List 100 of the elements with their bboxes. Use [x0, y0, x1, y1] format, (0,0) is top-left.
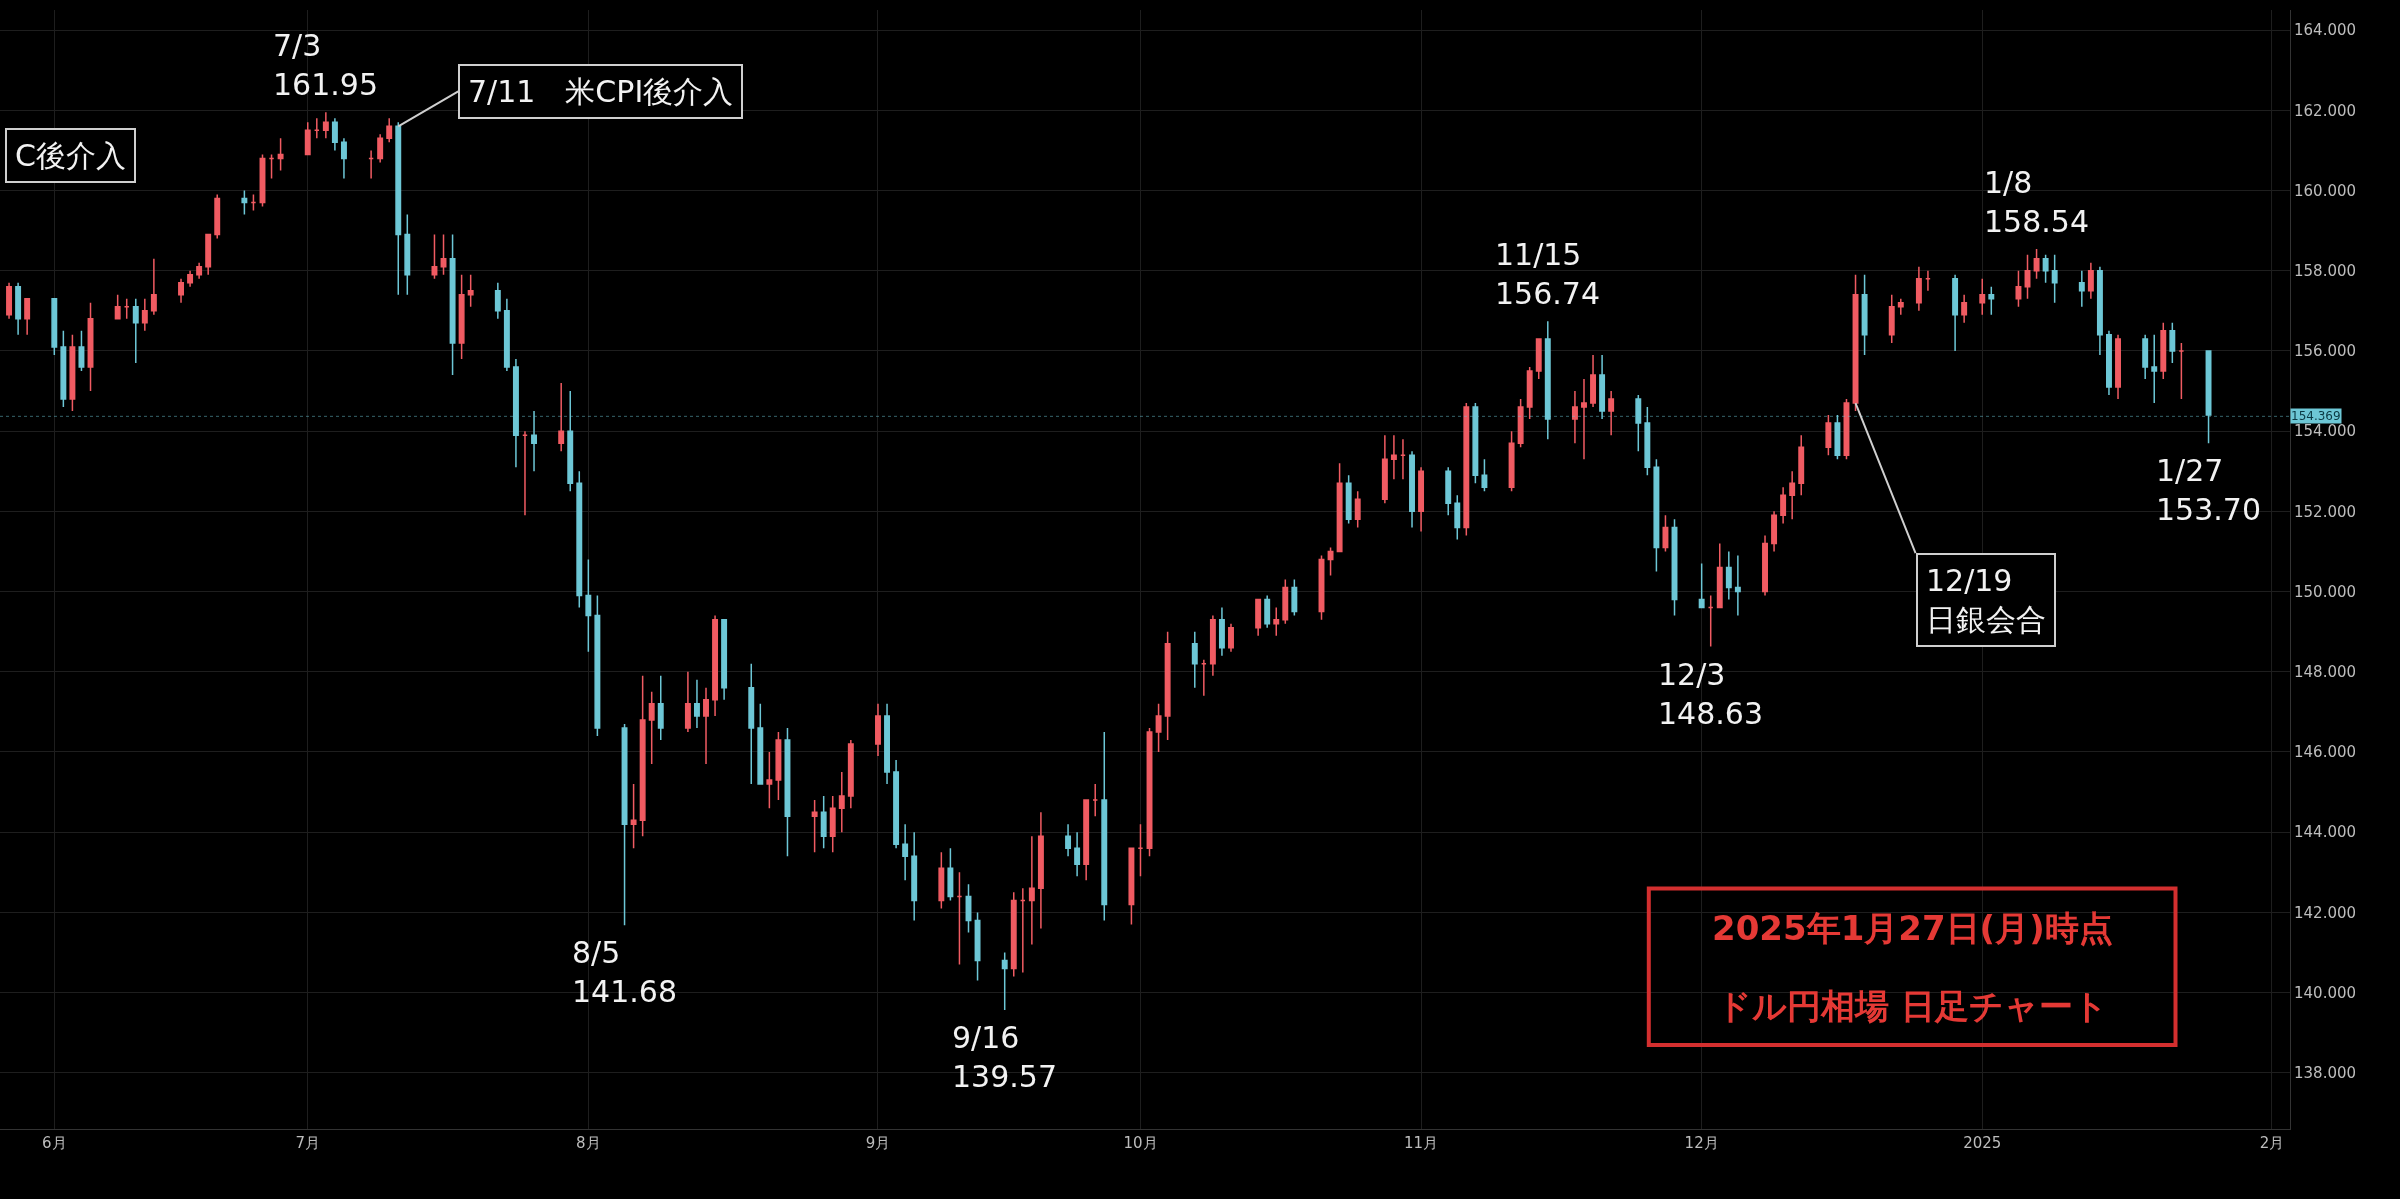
candlestick [911, 831, 918, 922]
candlestick [1590, 354, 1597, 408]
candlestick [114, 294, 121, 320]
candlestick [1897, 298, 1904, 316]
candlestick [1164, 630, 1171, 741]
candlestick [386, 117, 393, 144]
candlestick [1209, 614, 1216, 677]
candlestick [395, 121, 402, 296]
candlestick [703, 687, 709, 765]
candlestick [974, 911, 981, 982]
candlestick [467, 273, 474, 308]
candlestick [1734, 554, 1741, 617]
candlestick [1454, 494, 1461, 541]
candlestick [1028, 835, 1035, 946]
candlestick [1291, 578, 1298, 617]
candlestick [2033, 248, 2040, 280]
candlestick [1915, 265, 1922, 312]
candlestick [1445, 466, 1452, 517]
candlestick [241, 189, 248, 216]
candlestick [1228, 622, 1234, 653]
candlestick [721, 618, 728, 701]
y-tick-label: 138.000 [2294, 1064, 2357, 1083]
candlestick [2078, 269, 2085, 308]
candlestick [512, 358, 519, 468]
candlestick [1599, 354, 1606, 420]
candlestick [1798, 434, 1805, 497]
candlestick [1635, 394, 1642, 452]
candlestick [1074, 831, 1081, 878]
candlestick [331, 117, 338, 152]
candlestick [567, 390, 574, 493]
candlestick [947, 847, 954, 902]
candlestick [531, 410, 537, 472]
candlestick [196, 261, 203, 280]
candlestick [748, 663, 755, 785]
candlestick [1852, 273, 1859, 412]
y-tick-label: 152.000 [2294, 502, 2357, 521]
candlestick [6, 281, 13, 320]
candlestick [1381, 434, 1388, 505]
candlestick [1834, 414, 1841, 460]
candlestick [60, 330, 67, 408]
candlestick [1961, 294, 1968, 324]
candlestick [2042, 253, 2049, 284]
candlestick [2142, 334, 2149, 380]
candlestick [304, 121, 311, 156]
candlestick [1716, 542, 1723, 609]
x-tick-label: 10月 [1123, 1134, 1158, 1152]
candlestick [811, 799, 818, 854]
candlestick [132, 298, 139, 364]
candlestick [757, 703, 764, 785]
candlestick [1354, 490, 1361, 529]
candlestick [1200, 658, 1207, 697]
x-tick-label: 8月 [576, 1134, 601, 1152]
candlestick [1463, 402, 1470, 537]
candlestick [648, 691, 655, 765]
candlestick [2169, 322, 2176, 364]
candlestick [1888, 294, 1895, 344]
candlestick [585, 558, 592, 653]
x-tick-label: 7月 [295, 1134, 321, 1152]
y-tick-label: 164.000 [2294, 21, 2357, 40]
candlestick [594, 594, 601, 737]
candlestick [2178, 342, 2185, 400]
annotation: 12/19 日銀会合 [1926, 563, 2046, 637]
candlestick [1979, 277, 1986, 316]
candlestick [1707, 594, 1714, 648]
candlestick [1264, 594, 1271, 629]
candlestick [838, 771, 845, 833]
candlestick [268, 153, 275, 180]
candlestick [820, 795, 827, 849]
candlestick [187, 269, 194, 288]
x-tick-label: 2月 [2259, 1134, 2285, 1152]
annotation: 7/11 米CPI後介入 [468, 74, 734, 109]
candlestick [2096, 265, 2103, 356]
candlestick [1608, 390, 1615, 436]
candlestick [1861, 273, 1868, 356]
candlestick [1725, 550, 1732, 601]
candlestick [1409, 450, 1415, 529]
candlestick [1101, 731, 1108, 922]
candlestick [1019, 887, 1026, 974]
y-tick-label: 140.000 [2294, 983, 2357, 1002]
annotation: 9/16 139.57 [952, 1020, 1057, 1094]
candlestick [1273, 606, 1280, 637]
candlestick [1481, 458, 1488, 493]
text: ドル円相場 日足チャート [1717, 986, 2108, 1026]
candlestick [205, 233, 212, 276]
candlestick [51, 298, 58, 356]
y-tick-label: 144.000 [2294, 823, 2357, 842]
annotation: 12/3 148.63 [1658, 657, 1763, 731]
candlestick [829, 795, 836, 854]
candlestick [69, 334, 76, 412]
candlestick [558, 382, 565, 452]
candlestick [902, 823, 909, 882]
candlestick [1191, 630, 1198, 689]
candlestick [1001, 951, 1008, 1011]
candlestick [1400, 438, 1406, 481]
candlestick [766, 751, 773, 809]
candlestick [1535, 338, 1542, 380]
candlestick [1390, 434, 1397, 481]
candlestick [178, 277, 184, 304]
candlestick [1526, 366, 1533, 420]
x-tick-label: 6月 [42, 1134, 67, 1152]
